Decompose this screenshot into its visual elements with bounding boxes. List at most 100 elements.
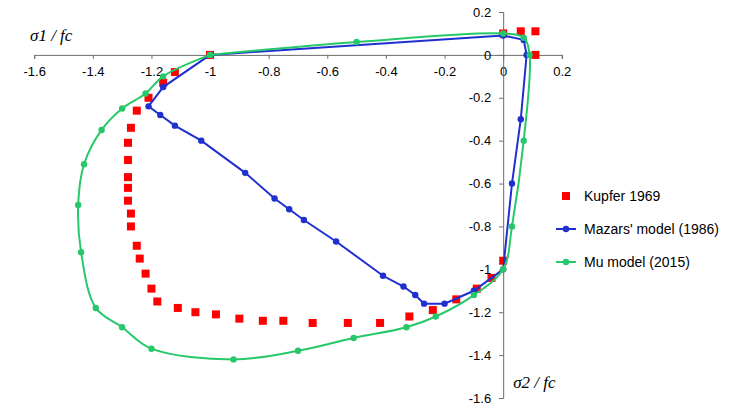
- series-line: [78, 33, 530, 359]
- y-tick: -1.4: [469, 348, 503, 363]
- data-point: [403, 324, 409, 330]
- data-point: [198, 137, 204, 143]
- x-tick: -0.8: [258, 55, 280, 79]
- data-point: [153, 298, 161, 306]
- series: [124, 27, 539, 327]
- data-point: [429, 306, 437, 314]
- y-tick: -1.2: [469, 305, 503, 320]
- x-tick-label: 0.2: [553, 64, 571, 79]
- data-point: [500, 266, 506, 272]
- data-point: [119, 324, 125, 330]
- data-point: [174, 304, 182, 312]
- data-point: [124, 173, 132, 181]
- data-point: [127, 222, 135, 230]
- data-point: [147, 285, 155, 293]
- legend-item: Kupfer 1969: [562, 188, 660, 204]
- x-tick-label: -1.4: [82, 64, 104, 79]
- data-point: [133, 107, 141, 115]
- legend-symbol: [563, 226, 569, 232]
- x-tick-mark: [562, 55, 563, 59]
- data-point: [157, 112, 163, 118]
- y-tick-label: 0: [484, 48, 491, 63]
- data-point: [405, 313, 413, 321]
- x-tick-label: -1: [205, 64, 217, 79]
- x-tick: 0.2: [553, 55, 571, 79]
- y-axis: 0.20-0.2-0.4-0.6-0.8-1-1.2-1.4-1.6: [469, 5, 504, 406]
- x-tick: -1.2: [141, 55, 163, 79]
- plot-area: [75, 27, 539, 362]
- y-tick-label: -1.4: [469, 348, 491, 363]
- data-point: [191, 308, 199, 316]
- y-tick-label: -0.4: [469, 133, 491, 148]
- y-tick-label: -1.6: [469, 391, 491, 406]
- data-point: [124, 197, 132, 205]
- data-point: [124, 139, 132, 147]
- x-tick-mark: [386, 55, 387, 59]
- series-line: [149, 36, 527, 304]
- series: [75, 30, 533, 362]
- data-point: [93, 305, 99, 311]
- data-point: [75, 202, 81, 208]
- data-point: [142, 90, 148, 96]
- data-point: [301, 217, 307, 223]
- x-tick: -1.4: [82, 55, 104, 79]
- data-point: [127, 210, 135, 218]
- data-point: [133, 242, 141, 250]
- data-point: [235, 315, 243, 323]
- legend-item: Mazars' model (1986): [556, 221, 719, 237]
- data-point: [509, 223, 515, 229]
- x-tick-label: -1.6: [23, 64, 45, 79]
- x-tick-mark: [93, 55, 94, 59]
- data-point: [526, 52, 532, 58]
- data-point: [207, 52, 213, 58]
- y-tick: -0.2: [469, 90, 503, 105]
- y-tick-mark: [499, 398, 503, 399]
- legend: Kupfer 1969 Mazars' model (1986) Mu model …: [556, 188, 719, 270]
- x-tick: -0.2: [434, 55, 456, 79]
- x-tick-label: -0.2: [434, 64, 456, 79]
- series: [145, 32, 530, 306]
- x-tick-label: -0.6: [317, 64, 339, 79]
- data-point: [353, 39, 359, 45]
- data-point: [271, 195, 277, 201]
- chart: -1.6-1.4-1.2-1-0.8-0.6-0.4-0.200.20.20-0…: [0, 0, 742, 412]
- x-axis-title: σ1 / fc: [30, 26, 73, 45]
- data-point: [160, 73, 166, 79]
- data-point: [81, 161, 87, 167]
- y-tick-mark: [499, 141, 503, 142]
- data-point: [500, 30, 506, 36]
- data-point: [400, 283, 406, 289]
- x-tick-mark: [445, 55, 446, 59]
- data-point: [309, 319, 317, 327]
- data-point: [412, 292, 418, 298]
- y-tick: -0.8: [469, 219, 503, 234]
- y-axis-title: σ2 / fc: [513, 373, 556, 392]
- data-point: [380, 273, 386, 279]
- data-point: [295, 348, 301, 354]
- data-point: [518, 116, 524, 122]
- legend-item: Mu model (2015): [556, 254, 690, 270]
- data-point: [333, 238, 339, 244]
- x-tick-mark: [269, 55, 270, 59]
- x-tick-mark: [151, 55, 152, 59]
- data-point: [148, 345, 154, 351]
- y-tick-mark: [499, 184, 503, 185]
- data-point: [421, 300, 427, 306]
- legend-label: Mazars' model (1986): [584, 221, 719, 237]
- y-tick: 0.2: [473, 5, 503, 20]
- data-point: [520, 35, 526, 41]
- data-point: [78, 249, 84, 255]
- legend-label: Mu model (2015): [584, 254, 690, 270]
- y-tick: -0.4: [469, 133, 503, 148]
- data-point: [98, 127, 104, 133]
- y-tick-label: -0.2: [469, 90, 491, 105]
- data-point: [124, 184, 132, 192]
- data-point: [441, 300, 447, 306]
- data-point: [207, 52, 213, 58]
- x-tick: -1.6: [23, 55, 45, 79]
- x-tick-mark: [34, 55, 35, 59]
- data-point: [433, 313, 439, 319]
- data-point: [207, 52, 213, 58]
- legend-label: Kupfer 1969: [584, 188, 660, 204]
- y-tick-mark: [499, 312, 503, 313]
